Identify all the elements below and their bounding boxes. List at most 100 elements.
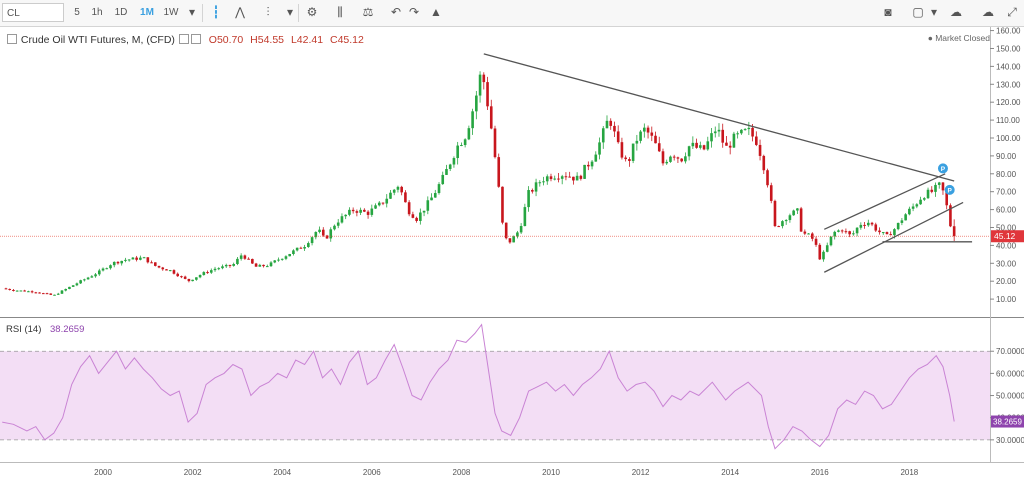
candle	[49, 293, 53, 295]
y-tick-label: 60.00	[996, 206, 1017, 215]
fullscreen-icon[interactable]: ⤢	[1007, 5, 1017, 19]
candle	[829, 236, 833, 246]
candle	[870, 222, 874, 225]
candle	[949, 205, 952, 227]
candle	[549, 176, 553, 180]
scale-icon[interactable]: ⚖	[362, 5, 374, 19]
candle	[53, 294, 56, 296]
candle	[105, 268, 109, 270]
candle	[41, 293, 45, 295]
undo-icon[interactable]: ↶	[390, 5, 402, 19]
candle	[112, 261, 116, 266]
y-tick-label: 110.00	[996, 116, 1020, 125]
dropdown-icon[interactable]: ▾	[930, 5, 938, 19]
candle	[922, 198, 926, 200]
candle	[874, 224, 878, 231]
interval-1m-button[interactable]: 1M	[140, 7, 154, 18]
candle	[213, 268, 217, 271]
x-tick-label: 2016	[811, 468, 829, 477]
x-tick-label: 2002	[184, 468, 202, 477]
candle	[116, 261, 120, 264]
candle	[747, 127, 751, 130]
gear-icon[interactable]: ⚙	[306, 5, 318, 19]
candle	[538, 182, 542, 184]
interval-5-button[interactable]: 5	[74, 7, 80, 18]
candle	[161, 267, 165, 270]
x-tick-label: 2000	[94, 468, 112, 477]
candle	[665, 161, 669, 164]
dropdown-icon[interactable]: ▾	[188, 5, 196, 19]
candle	[441, 174, 445, 185]
candle	[908, 208, 911, 215]
y-tick-label: 100.00	[996, 134, 1021, 143]
candle	[740, 129, 743, 134]
candle	[885, 232, 889, 235]
candle	[825, 245, 829, 252]
x-tick-label: 2004	[273, 468, 291, 477]
alert-marker	[944, 184, 955, 195]
candle	[217, 268, 221, 270]
candle	[15, 290, 19, 292]
candle	[251, 258, 254, 264]
candle	[646, 127, 650, 133]
collapse-icon[interactable]	[7, 34, 17, 44]
candle	[195, 277, 198, 280]
candle	[717, 129, 721, 132]
bars-compare-icon[interactable]: ⫶	[266, 5, 270, 19]
rsi-name: RSI (14)	[6, 324, 42, 335]
candle	[34, 292, 38, 294]
interval-1h-button[interactable]: 1h	[91, 7, 103, 18]
candle	[377, 202, 381, 206]
candle	[702, 145, 706, 150]
interval-1d-button[interactable]: 1D	[114, 7, 128, 18]
candle	[859, 224, 863, 228]
candle	[863, 224, 866, 226]
y-tick-label: 120.00	[996, 98, 1021, 107]
candle	[415, 217, 418, 221]
candles-icon[interactable]: ┇	[212, 5, 220, 19]
candle	[911, 206, 915, 209]
candle	[657, 143, 661, 152]
candle	[27, 291, 30, 293]
cloud-down-icon[interactable]: ☁	[950, 5, 962, 19]
candle	[516, 232, 519, 237]
rsi-legend: RSI (14) 38.2659	[6, 323, 84, 336]
rsi-tick-label: 50.0000	[996, 392, 1024, 401]
candle	[631, 143, 635, 161]
rsi-tick-label: 30.0000	[996, 436, 1024, 445]
candle	[467, 128, 471, 140]
settings-icon[interactable]	[190, 34, 201, 44]
candle	[460, 145, 463, 147]
symbol-input[interactable]: CL	[2, 3, 64, 22]
ohlc-close: C45.12	[329, 34, 364, 46]
candle	[221, 266, 224, 269]
candle	[751, 127, 754, 137]
candle	[792, 210, 795, 216]
camera-icon[interactable]: ◙	[884, 5, 892, 19]
eye-icon[interactable]	[178, 34, 189, 44]
y-tick-label: 20.00	[996, 277, 1017, 286]
candle	[676, 157, 680, 159]
y-tick-label: 30.00	[996, 259, 1017, 268]
candle	[101, 268, 105, 271]
redo-icon[interactable]: ↷	[408, 5, 420, 19]
candle	[773, 200, 777, 227]
candle	[430, 197, 433, 201]
candle	[568, 176, 571, 178]
candle	[512, 236, 515, 243]
tree-icon[interactable]: ▲	[430, 5, 442, 19]
cloud-up-icon[interactable]: ☁	[982, 5, 994, 19]
area-icon[interactable]: ⋀	[235, 5, 245, 19]
indicators-icon[interactable]: ⫼	[337, 5, 343, 19]
candle	[79, 280, 82, 284]
dropdown-icon[interactable]: ▾	[286, 5, 294, 19]
candle	[579, 175, 583, 179]
candle	[404, 192, 407, 203]
candle	[489, 106, 493, 129]
candle	[71, 285, 75, 287]
interval-1w-button[interactable]: 1W	[163, 7, 179, 18]
square-icon[interactable]: ▢	[912, 5, 924, 19]
candle	[781, 221, 784, 227]
candle	[303, 246, 306, 249]
